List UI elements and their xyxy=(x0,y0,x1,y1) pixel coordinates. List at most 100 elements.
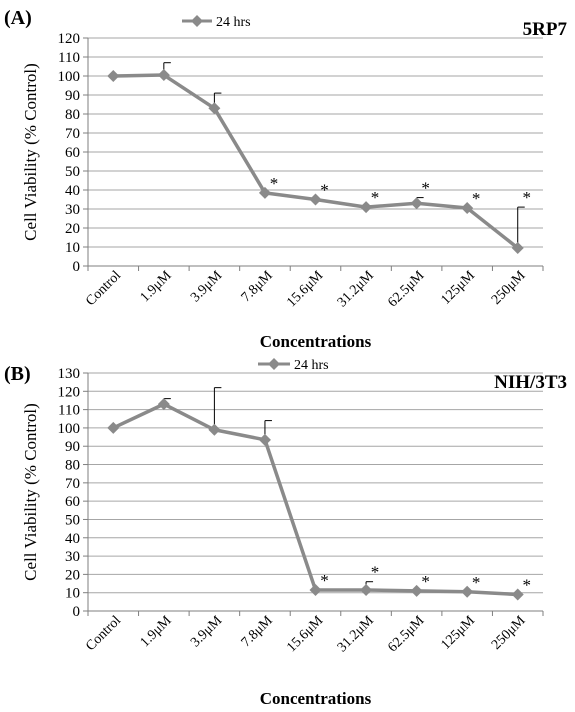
chart-a-x-ticks: Control 1.9μM 3.9μM 7.8μM 15.6μM 31.2μM 62.5μM… xyxy=(83,266,544,310)
chart-b-y-tick-label: 60 xyxy=(65,494,80,510)
chart-panel-a: (A) 5RP7 0 10 20 30 40 50 60 70 80 90 100 110 120 Co… xyxy=(4,7,568,351)
chart-b-y-tick-label: 90 xyxy=(65,439,80,455)
chart-a-significance-star: * xyxy=(320,181,329,200)
chart-b-x-tick-label: 7.8μM xyxy=(239,613,276,650)
chart-a-data-point xyxy=(461,202,474,215)
chart-b-significance-star: * xyxy=(522,576,531,595)
chart-b-y-axis-label: Cell Viability (% Control) xyxy=(21,403,40,581)
chart-b-data-point xyxy=(309,583,322,596)
chart-b-y-tick-label: 80 xyxy=(65,458,80,474)
chart-b-x-tick-label: 125μM xyxy=(438,613,478,653)
chart-a-x-tick-label: 1.9μM xyxy=(138,268,175,305)
chart-b-axes xyxy=(87,373,543,612)
chart-b-x-tick-label: 250μM xyxy=(489,613,529,653)
chart-a-y-tick-label: 10 xyxy=(65,240,80,256)
chart-a-significance-markers: * * * * * * xyxy=(270,174,531,208)
chart-b-y-tick-label: 40 xyxy=(65,531,80,547)
chart-a-y-axis-label: Cell Viability (% Control) xyxy=(21,63,40,241)
chart-b-x-tick-label: 15.6μM xyxy=(284,613,326,655)
chart-b-x-ticks: Control 1.9μM 3.9μM 7.8μM 15.6μM 31.2μM 62.5μM… xyxy=(83,611,544,655)
chart-b-points xyxy=(107,398,524,601)
chart-a-data-point xyxy=(360,201,373,214)
chart-b-data-point xyxy=(208,423,221,436)
chart-a-y-tick-label: 100 xyxy=(58,69,81,85)
chart-a-x-tick-label: 3.9μM xyxy=(188,268,225,305)
chart-b-data-point xyxy=(461,585,474,598)
chart-a-significance-star: * xyxy=(472,189,481,208)
chart-b-y-tick-label: 70 xyxy=(65,476,80,492)
chart-b-panel-label: (B) xyxy=(4,363,31,385)
chart-a-y-tick-label: 60 xyxy=(65,145,80,161)
chart-a-x-axis-label: Concentrations xyxy=(260,332,372,351)
chart-a-data-point xyxy=(258,186,271,199)
chart-a-y-tick-label: 20 xyxy=(65,221,80,237)
chart-b-y-tick-label: 20 xyxy=(65,567,80,583)
chart-a-legend-marker xyxy=(191,15,203,27)
chart-a-x-tick-label: 15.6μM xyxy=(284,268,326,310)
chart-b-significance-star: * xyxy=(320,571,329,590)
chart-b-y-ticks: 0 10 20 30 40 50 60 70 80 90 100 110 120 130 xyxy=(58,366,88,620)
chart-a-gridlines xyxy=(88,37,543,248)
chart-b-significance-star: * xyxy=(371,563,380,582)
chart-b-x-tick-label: 62.5μM xyxy=(385,613,427,655)
chart-b-data-point xyxy=(360,583,373,596)
chart-a-svg: (A) 5RP7 0 10 20 30 40 50 60 70 80 90 100 110 120 Co… xyxy=(4,7,568,351)
chart-a-cell-line: 5RP7 xyxy=(523,19,568,40)
chart-b-y-tick-label: 120 xyxy=(58,384,81,400)
chart-b-significance-star: * xyxy=(472,573,481,592)
chart-b-y-tick-label: 110 xyxy=(58,403,80,419)
chart-a-legend: 24 hrs xyxy=(182,15,251,30)
chart-a-data-point xyxy=(107,70,120,82)
chart-b-x-tick-label: 3.9μM xyxy=(188,613,225,650)
chart-a-y-tick-label: 30 xyxy=(65,202,80,218)
chart-b-y-tick-label: 30 xyxy=(65,549,80,565)
chart-b-svg: (B) NIH/3T3 0 10 20 30 40 50 60 70 80 90 100 110 120… xyxy=(4,358,567,708)
chart-a-significance-star: * xyxy=(270,174,279,193)
chart-a-series-line xyxy=(113,73,519,250)
chart-b-line-path xyxy=(112,402,518,597)
chart-b-data-point xyxy=(107,421,120,434)
chart-b-y-tick-label: 100 xyxy=(58,421,81,437)
chart-a-x-tick-label: 250μM xyxy=(489,268,529,308)
chart-b-y-tick-label: 0 xyxy=(73,604,81,620)
chart-a-data-point xyxy=(511,241,524,254)
chart-b-x-axis-label: Concentrations xyxy=(260,689,372,708)
chart-panel-b: (B) NIH/3T3 0 10 20 30 40 50 60 70 80 90 100 110 120… xyxy=(0,356,575,712)
chart-a-line-path xyxy=(113,73,519,250)
chart-a-y-tick-label: 90 xyxy=(65,88,80,104)
chart-a-x-tick-label: 62.5μM xyxy=(385,268,427,310)
chart-b-y-tick-label: 130 xyxy=(58,366,81,382)
chart-b-legend: 24 hrs xyxy=(258,358,329,373)
chart-b-significance-star: * xyxy=(421,572,430,591)
chart-a-significance-star: * xyxy=(522,188,531,207)
chart-b-data-point xyxy=(410,584,423,597)
chart-a-data-point xyxy=(208,102,221,115)
chart-b-significance-markers: * * * * * xyxy=(320,563,531,595)
chart-a-significance-star: * xyxy=(371,188,380,207)
chart-b-x-tick-label: Control xyxy=(83,613,124,654)
chart-b-y-tick-label: 50 xyxy=(65,512,80,528)
chart-a-data-point xyxy=(157,69,170,82)
chart-b-y-tick-label: 10 xyxy=(65,586,80,602)
chart-b-data-point xyxy=(157,398,170,411)
chart-a-data-point xyxy=(410,197,423,210)
chart-b-data-point xyxy=(258,433,271,446)
chart-a-y-tick-label: 70 xyxy=(65,126,80,142)
chart-a-significance-star: * xyxy=(421,179,430,198)
chart-a-x-tick-label: Control xyxy=(83,268,124,309)
chart-b-error-bars xyxy=(163,387,374,590)
chart-b-series-line xyxy=(112,402,518,597)
chart-b-x-tick-label: 31.2μM xyxy=(335,613,377,655)
chart-a-legend-label: 24 hrs xyxy=(216,15,251,30)
chart-a-y-tick-label: 0 xyxy=(73,259,81,275)
chart-a-data-point xyxy=(309,193,322,206)
chart-a-y-tick-label: 80 xyxy=(65,107,80,123)
chart-b-cell-line: NIH/3T3 xyxy=(494,372,567,393)
chart-a-y-tick-label: 120 xyxy=(58,31,81,47)
chart-a-panel-label: (A) xyxy=(4,7,32,29)
chart-a-x-tick-label: 125μM xyxy=(438,268,478,308)
chart-a-x-tick-label: 7.8μM xyxy=(239,268,276,305)
chart-a-x-tick-label: 31.2μM xyxy=(335,268,377,310)
chart-b-x-tick-label: 1.9μM xyxy=(138,613,175,650)
chart-b-legend-marker xyxy=(268,358,280,370)
